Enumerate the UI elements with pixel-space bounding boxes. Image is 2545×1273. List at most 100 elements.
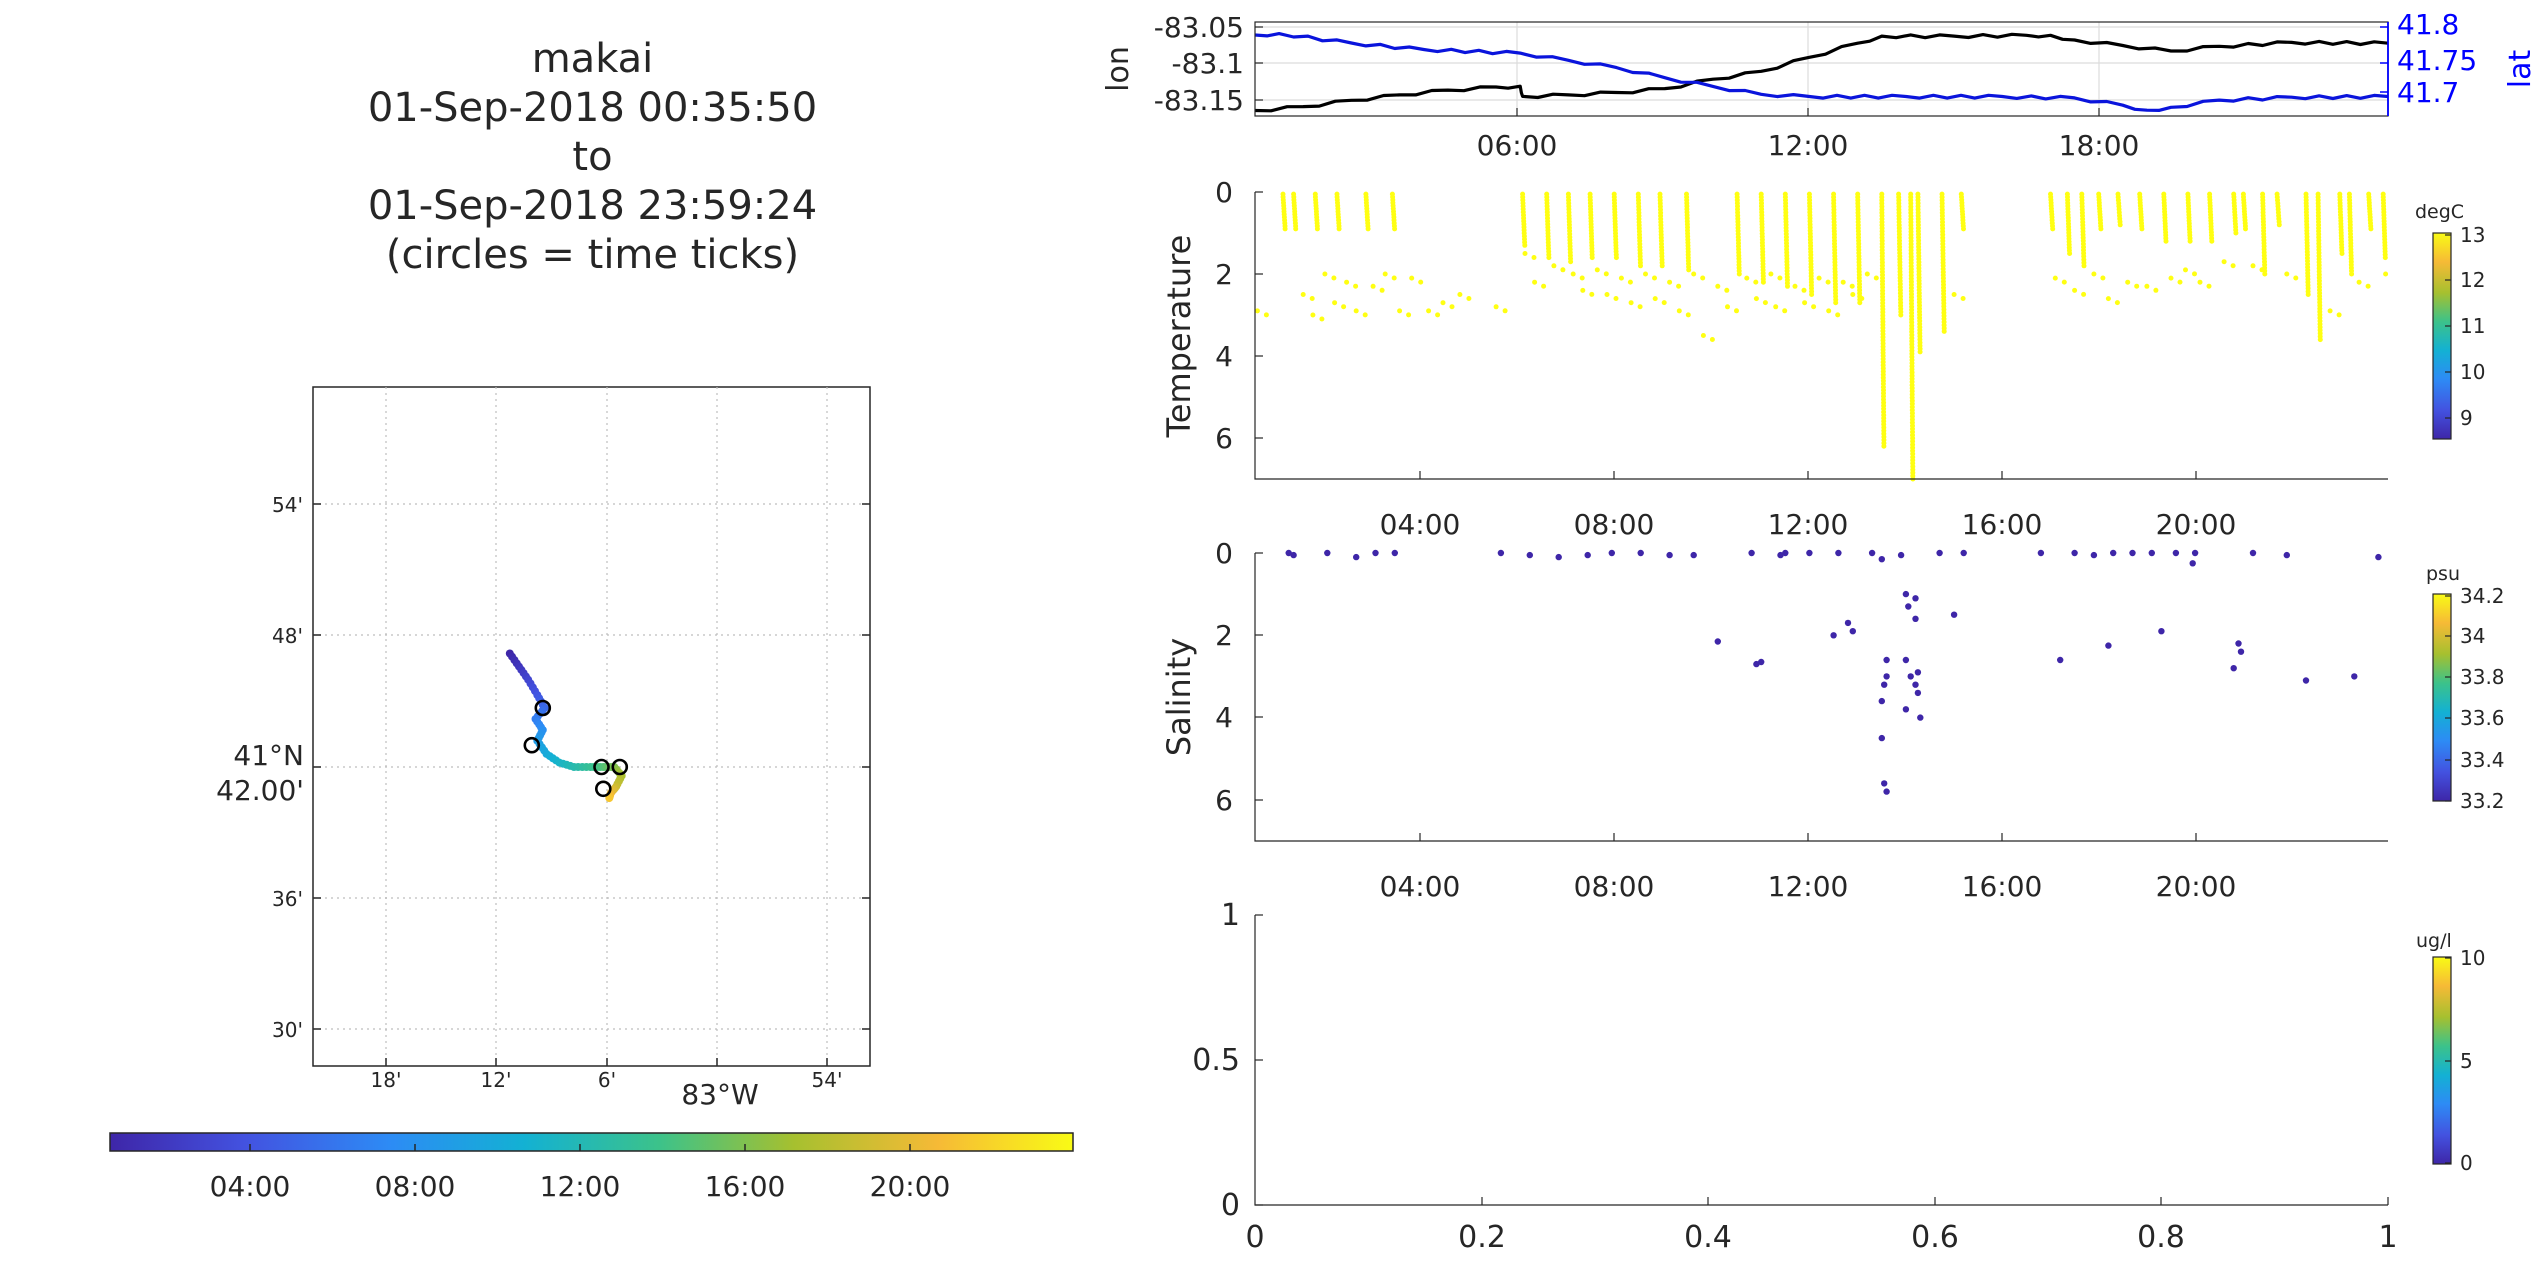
temperature-colorbar-unit: degC <box>2415 201 2464 223</box>
map-lon-tick: 54' <box>812 1068 843 1092</box>
temperature-point <box>1319 316 1325 322</box>
temperature-point <box>2192 271 2197 277</box>
temperature-point <box>1724 287 1730 293</box>
temperature-point <box>1309 296 1315 301</box>
salinity-colorbar-tick: 33.8 <box>2460 665 2505 689</box>
temperature-point <box>1551 263 1557 269</box>
temperature-point <box>2305 292 2311 297</box>
temperature-point <box>1734 308 1739 314</box>
temperature-point <box>2052 275 2058 281</box>
salinity-x-tick: 04:00 <box>1380 870 1461 903</box>
temperature-point <box>2259 267 2265 273</box>
salinity-point <box>1758 658 1765 666</box>
salinity-point <box>1830 632 1837 639</box>
temperature-point <box>1849 283 1855 289</box>
temperature-point <box>1881 443 1887 449</box>
temperature-axes-bg <box>1255 192 2388 479</box>
temperature-point <box>1531 255 1537 260</box>
salinity-point <box>1526 551 1534 559</box>
empty-panel: 1 0.5 0 0 0.2 0.4 0.6 0.8 1 ug/l 10 5 0 <box>1192 898 2485 1255</box>
salinity-point <box>1782 549 1789 557</box>
lon-tick: -83.05 <box>1154 11 1244 44</box>
temperature-point <box>1667 279 1673 285</box>
temperature-point <box>1859 296 1865 301</box>
temperature-x-tick: 12:00 <box>1768 508 1849 541</box>
temperature-point <box>1628 300 1634 306</box>
temperature-point <box>1768 271 1774 277</box>
temperature-point <box>1613 296 1619 301</box>
temperature-point <box>1353 283 1359 289</box>
temperature-point <box>1589 291 1595 297</box>
chlorophyll-colorbar: ug/l 10 5 0 <box>2416 930 2485 1175</box>
temperature-points <box>1254 191 2389 482</box>
temperature-point <box>2105 296 2111 302</box>
salinity-point <box>1883 788 1890 795</box>
temperature-point <box>1594 267 1600 273</box>
temperature-x-tick: 08:00 <box>1574 508 1655 541</box>
temperature-point <box>1382 271 1388 277</box>
temperature-point <box>2067 251 2073 256</box>
temperature-y-tick: 6 <box>1215 422 1233 455</box>
temperature-point <box>2081 263 2087 269</box>
temperature-point <box>2187 238 2193 244</box>
salinity-point <box>1868 549 1876 557</box>
salinity-point <box>1878 697 1886 705</box>
temperature-point <box>1570 271 1576 277</box>
title-line-1: makai <box>531 36 654 82</box>
temperature-point <box>1864 271 1870 277</box>
temperature-point <box>2081 291 2087 297</box>
salinity-point <box>2237 648 2245 655</box>
temperature-point <box>1300 292 1306 297</box>
title-line-3: to <box>572 134 613 180</box>
map-lat-tick: 30' <box>272 1018 303 1042</box>
lat-tick: 41.8 <box>2397 8 2459 41</box>
temperature-point <box>1773 304 1779 310</box>
temperature-y-tick: 4 <box>1215 340 1233 373</box>
lat-tick: 41.75 <box>2397 44 2477 77</box>
lonlat-x-tick: 06:00 <box>1477 129 1558 162</box>
temperature-point <box>1603 271 1609 277</box>
time-colorbar-gradient <box>109 1132 1074 1152</box>
temperature-point <box>1857 300 1863 306</box>
temperature-point <box>1826 308 1832 314</box>
temperature-point <box>1652 275 1657 281</box>
salinity-point <box>1353 553 1360 561</box>
lon-axis-label: lon <box>1101 46 1136 92</box>
temperature-axis-label: Temperature <box>1160 235 1198 439</box>
salinity-point <box>1902 656 1910 664</box>
salinity-y-tick: 4 <box>1215 701 1233 734</box>
temperature-point <box>1762 300 1768 306</box>
salinity-x-tick: 16:00 <box>1962 870 2043 903</box>
time-tick-circle <box>534 699 552 717</box>
temperature-point <box>1753 296 1759 302</box>
salinity-point <box>1902 590 1910 598</box>
temperature-point <box>1370 283 1376 289</box>
salinity-point <box>1914 689 1922 697</box>
salinity-colorbar: psu 34.2 34 33.8 33.6 33.4 33.2 <box>2426 563 2505 813</box>
salinity-point <box>2105 642 2112 649</box>
temperature-point <box>1725 304 1730 310</box>
temperature-point <box>1941 328 1947 334</box>
temperature-point <box>2243 226 2248 232</box>
salinity-point <box>1881 780 1888 787</box>
temperature-point <box>2221 259 2227 265</box>
temperature-point <box>1850 292 1856 297</box>
map-lon-tick: 6' <box>598 1068 616 1092</box>
salinity-point <box>1883 656 1890 664</box>
temperature-point <box>1637 304 1643 310</box>
temperature-point <box>2098 226 2104 232</box>
title-line-2: 01-Sep-2018 00:35:50 <box>367 85 818 131</box>
temperature-point <box>2117 222 2123 228</box>
temperature-point <box>1736 271 1742 277</box>
temperature-colorbar: degC 13 12 11 10 9 <box>2415 201 2485 440</box>
temperature-point <box>1341 304 1347 310</box>
salinity-point <box>2037 549 2045 557</box>
salinity-point <box>1497 549 1505 557</box>
temperature-point <box>1709 337 1715 342</box>
temperature-point <box>1406 312 1412 318</box>
temperature-point <box>1676 283 1682 289</box>
temperature-colorbar-tick: 12 <box>2460 268 2485 292</box>
salinity-point <box>2249 549 2257 557</box>
temperature-point <box>1282 226 1288 232</box>
